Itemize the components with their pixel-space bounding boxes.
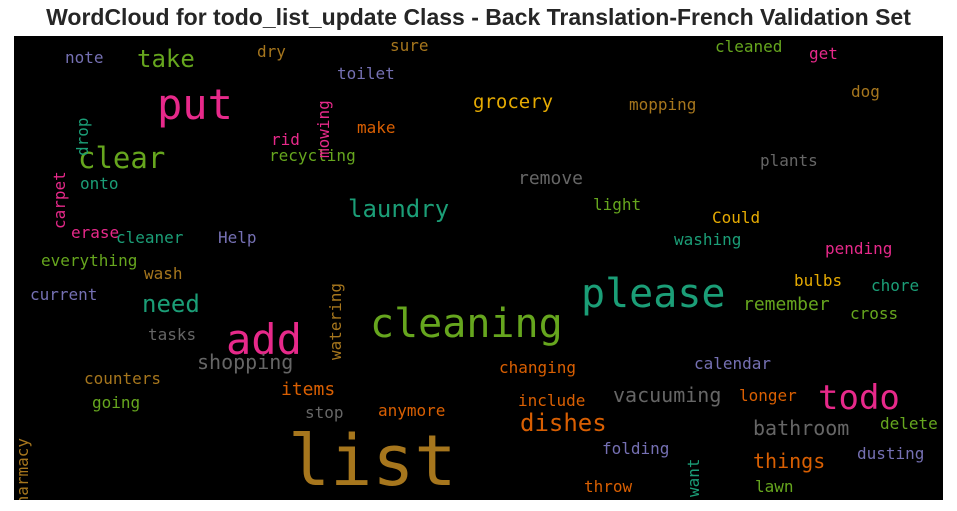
word-take: take — [137, 45, 195, 73]
word-clear: clear — [78, 141, 166, 175]
word-throw: throw — [584, 477, 633, 496]
word-laundry: laundry — [348, 195, 450, 223]
word-cleaned: cleaned — [715, 37, 783, 56]
word-counters: counters — [84, 369, 162, 388]
word-list: list — [288, 420, 457, 500]
chart-title: WordCloud for todo_list_update Class - B… — [46, 4, 911, 30]
word-tasks: tasks — [148, 325, 197, 344]
word-get: get — [809, 44, 838, 63]
word-need: need — [142, 290, 200, 318]
word-carpet: carpet — [50, 170, 69, 229]
word-add: add — [226, 315, 302, 364]
word-mopping: mopping — [629, 95, 697, 114]
word-shopping: shopping — [197, 350, 294, 374]
word-plants: plants — [760, 151, 818, 170]
word-changing: changing — [499, 358, 577, 377]
word-include: include — [518, 391, 586, 410]
word-bulbs: bulbs — [794, 271, 843, 290]
word-items: items — [281, 379, 336, 400]
word-cleaning: cleaning — [370, 301, 563, 347]
word-anymore: anymore — [378, 401, 446, 420]
word-bathroom: bathroom — [753, 416, 850, 440]
word-light: light — [593, 195, 642, 214]
word-mowing: mowing — [314, 99, 333, 158]
word-rid: rid — [271, 130, 300, 149]
word-lawn: lawn — [755, 477, 794, 496]
word-could: Could — [712, 208, 761, 227]
word-please: please — [581, 271, 726, 317]
word-current: current — [30, 285, 98, 304]
word-things: things — [753, 449, 826, 473]
word-stop: stop — [305, 403, 344, 422]
word-vacuuming: vacuuming — [613, 383, 722, 407]
word-recycling: recycling — [269, 146, 356, 165]
word-drop: drop — [73, 117, 92, 157]
word-everything: everything — [41, 251, 138, 270]
word-longer: longer — [739, 386, 797, 405]
word-chore: chore — [871, 276, 920, 295]
word-dog: dog — [851, 82, 880, 101]
word-remove: remove — [518, 168, 584, 189]
word-calendar: calendar — [694, 354, 772, 373]
word-remember: remember — [743, 294, 830, 315]
word-watering: watering — [326, 282, 345, 360]
word-dusting: dusting — [857, 444, 925, 463]
word-dry: dry — [257, 42, 286, 61]
word-note: note — [65, 48, 104, 67]
word-put: put — [157, 80, 233, 129]
word-erase: erase — [71, 223, 120, 242]
word-help: Help — [218, 228, 257, 247]
word-onto: onto — [80, 174, 119, 193]
word-grocery: grocery — [473, 91, 554, 113]
word-folding: folding — [602, 439, 670, 458]
word-going: going — [92, 393, 141, 412]
word-delete: delete — [880, 414, 938, 433]
word-washing: washing — [674, 230, 742, 249]
word-pending: pending — [825, 239, 893, 258]
word-dishes: dishes — [520, 409, 607, 437]
word-want: want — [684, 458, 703, 498]
word-todo: todo — [818, 378, 900, 418]
word-pharmacy: pharmacy — [14, 437, 32, 500]
word-cross: cross — [850, 304, 899, 323]
word-wash: wash — [144, 264, 183, 283]
word-make: make — [357, 118, 396, 137]
word-cleaner: cleaner — [116, 228, 184, 247]
word-cloud-canvas: list cleaning please add put todo clear laundry… — [14, 36, 943, 500]
word-toilet: toilet — [337, 64, 395, 83]
word-sure: sure — [390, 36, 429, 55]
